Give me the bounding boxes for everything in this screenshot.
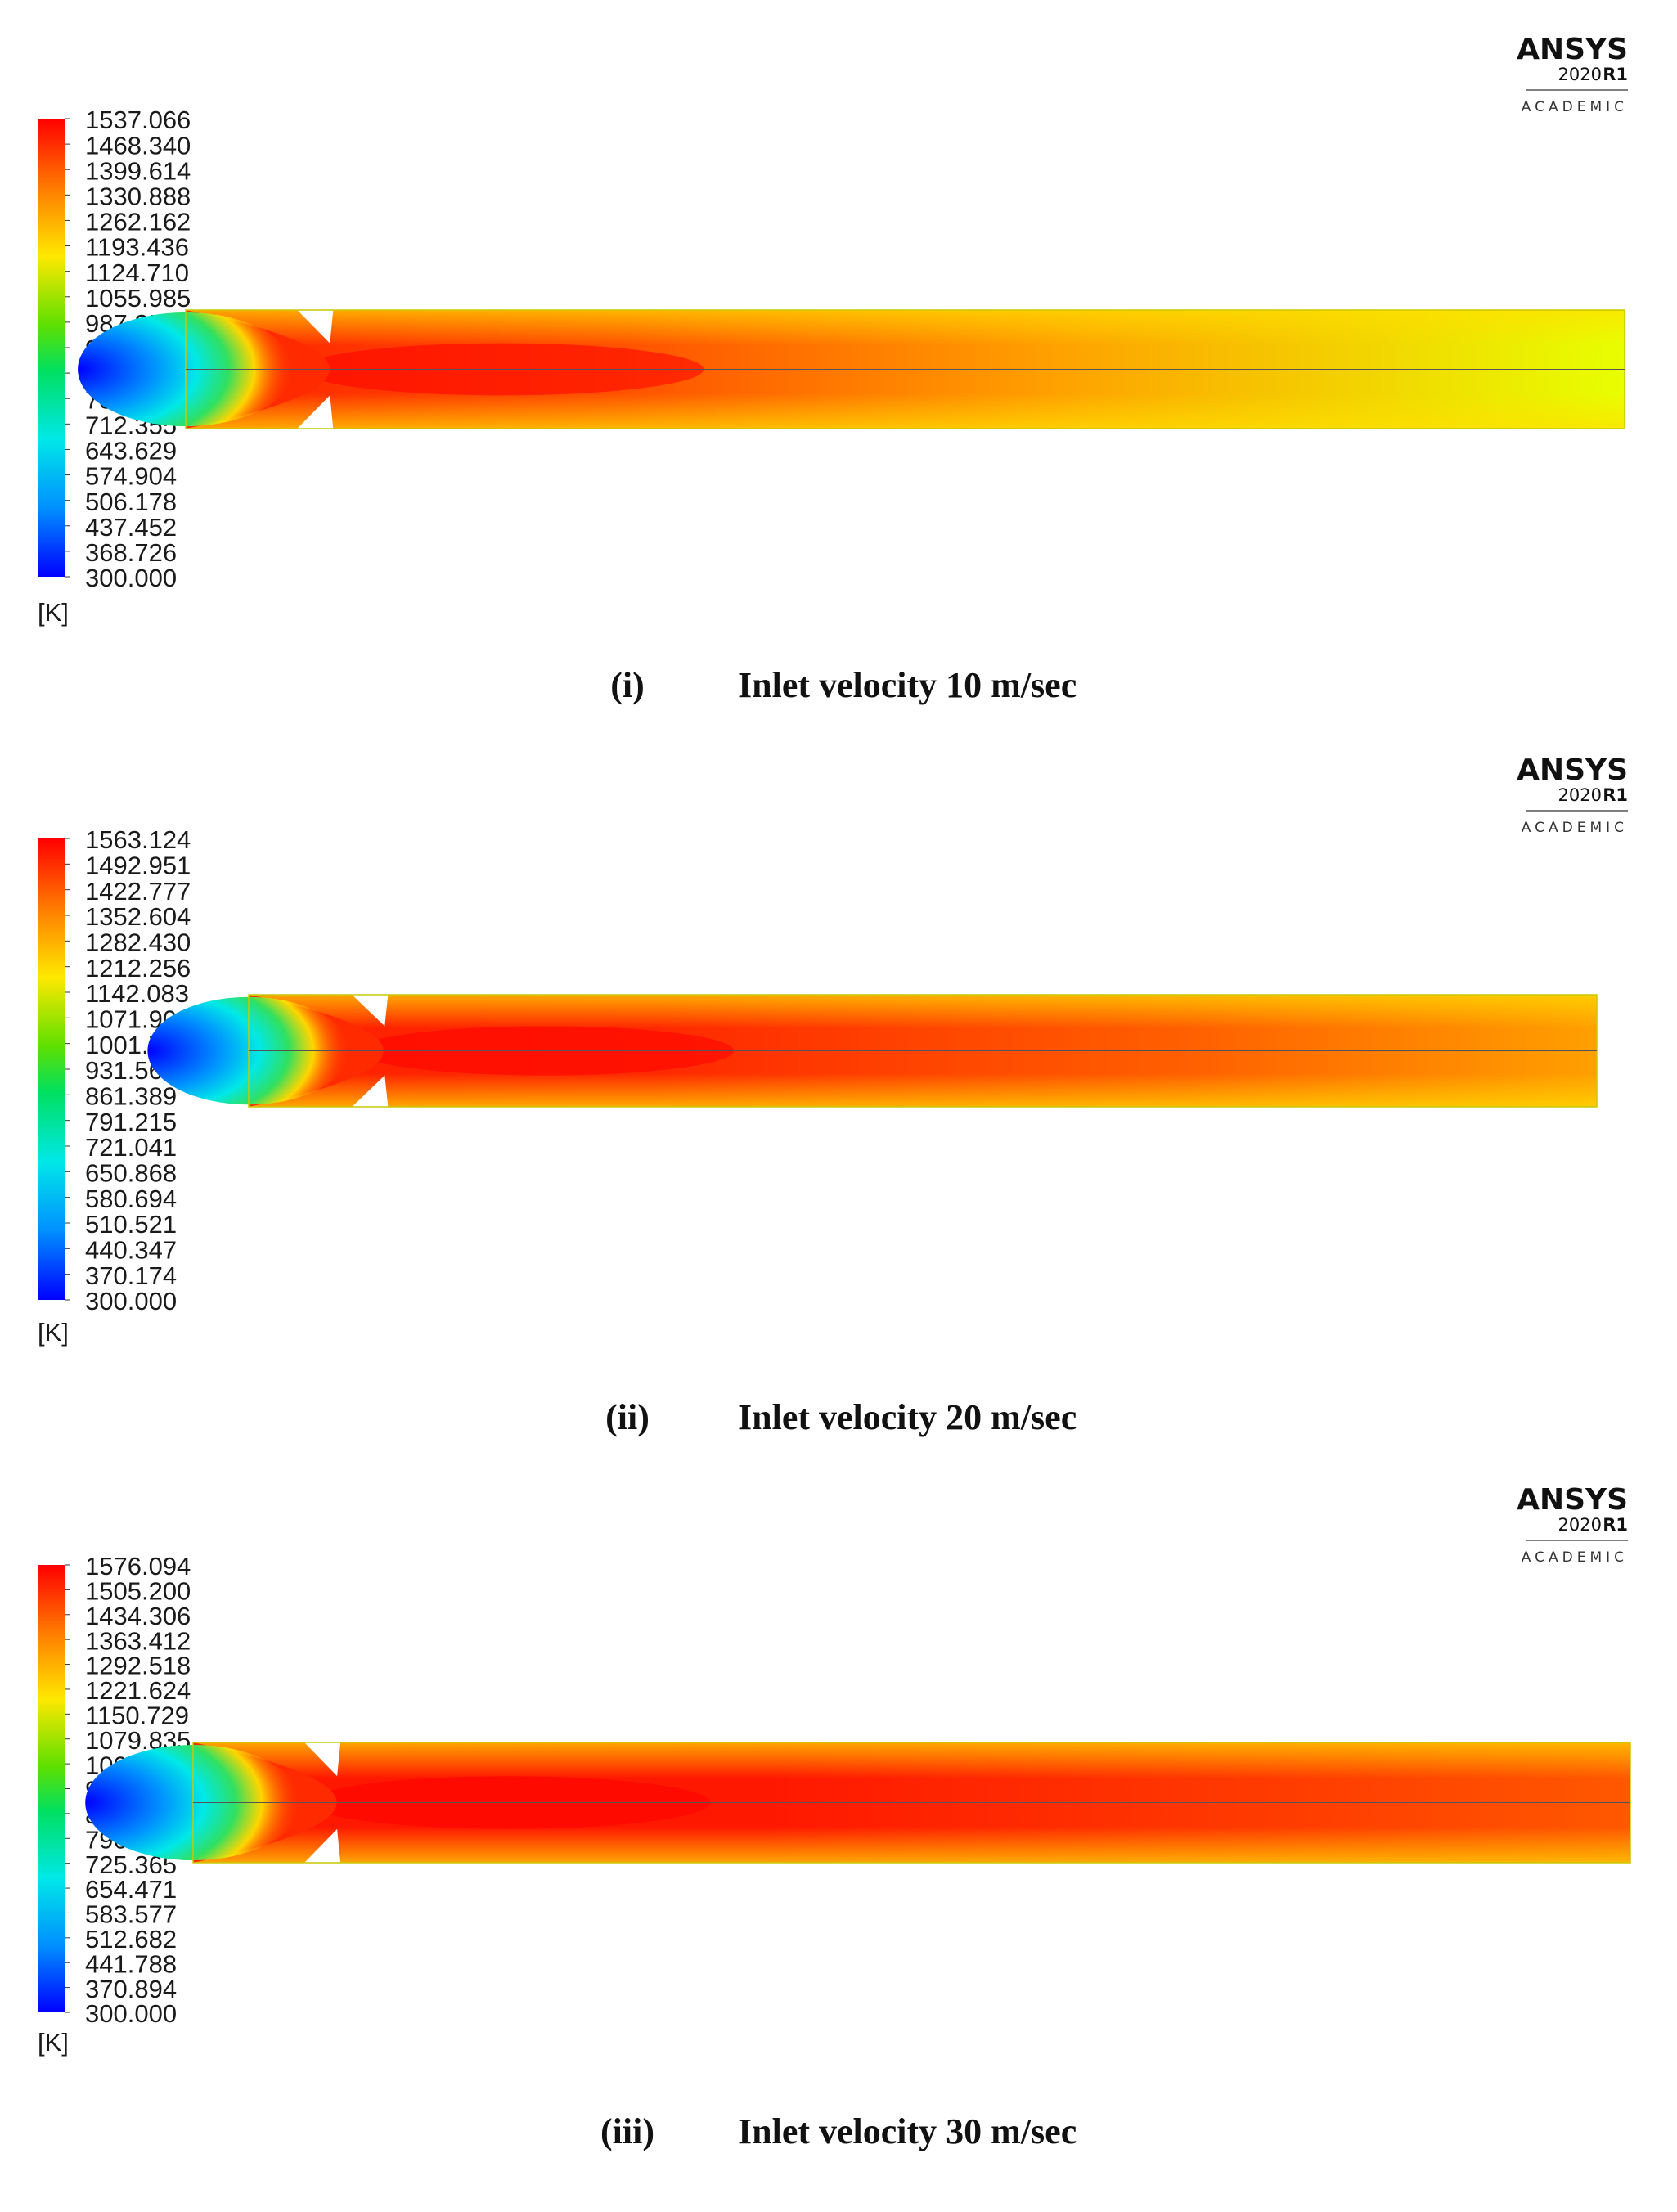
colorbar-label: 1124.710 bbox=[85, 259, 189, 287]
colorbar-label: 580.694 bbox=[85, 1185, 177, 1213]
colorbar-label: 437.452 bbox=[85, 513, 177, 542]
colorbar-label: 721.041 bbox=[85, 1133, 177, 1162]
colorbar-label: 1576.094 bbox=[85, 1552, 191, 1580]
logo-edition: ACADEMIC bbox=[1522, 820, 1628, 836]
colorbar-label: 1262.162 bbox=[85, 208, 191, 236]
colorbar-label: 370.174 bbox=[85, 1261, 177, 1290]
colorbar-label: 510.521 bbox=[85, 1210, 177, 1239]
colorbar-label: 1505.200 bbox=[85, 1577, 191, 1606]
nozzle-top bbox=[352, 995, 389, 1027]
nozzle-bottom bbox=[304, 1828, 341, 1863]
colorbar-label: 1434.306 bbox=[85, 1602, 191, 1630]
logo-year: 2020 bbox=[1558, 785, 1602, 805]
colorbar-label: 1193.436 bbox=[85, 233, 189, 262]
colorbar-label: 654.471 bbox=[85, 1875, 177, 1904]
colorbar bbox=[38, 119, 65, 577]
colorbar-label: 300.000 bbox=[85, 564, 177, 592]
logo-release: R1 bbox=[1603, 65, 1628, 84]
colorbar-label: 583.577 bbox=[85, 1900, 177, 1929]
logo-brand: ANSYS bbox=[1517, 753, 1628, 787]
colorbar-label: 300.000 bbox=[85, 1999, 177, 2028]
colorbar-label: 368.726 bbox=[85, 538, 177, 567]
colorbar-label: 650.868 bbox=[85, 1159, 177, 1188]
logo-year: 2020 bbox=[1558, 1515, 1602, 1535]
colorbar-label: 300.000 bbox=[85, 1287, 177, 1315]
panel: 1576.0941505.2001434.3061363.4121292.518… bbox=[38, 1483, 1631, 2151]
colorbar-label: 1142.083 bbox=[85, 979, 189, 1008]
logo-release: R1 bbox=[1603, 1515, 1628, 1535]
nozzle-bottom bbox=[352, 1075, 389, 1107]
logo-edition: ACADEMIC bbox=[1522, 1549, 1628, 1566]
colorbar-label: 370.894 bbox=[85, 1975, 177, 2003]
caption-text: Inlet velocity 10 m/sec bbox=[738, 665, 1077, 705]
colorbar-label: 574.904 bbox=[85, 462, 177, 491]
colorbar-label: 1212.256 bbox=[85, 954, 191, 982]
colorbar-unit: [K] bbox=[38, 1318, 69, 1347]
colorbar-label: 1422.777 bbox=[85, 877, 191, 906]
caption-label: (ii) bbox=[605, 1397, 650, 1437]
logo-brand: ANSYS bbox=[1517, 33, 1628, 66]
caption-label: (iii) bbox=[600, 2111, 654, 2151]
colorbar-label: 506.178 bbox=[85, 488, 177, 516]
colorbar-unit: [K] bbox=[38, 2028, 69, 2057]
colorbar bbox=[38, 838, 65, 1300]
panel: 1563.1241492.9511422.7771352.6041282.430… bbox=[38, 753, 1628, 1437]
colorbar-label: 1537.066 bbox=[85, 106, 191, 134]
caption-label: (i) bbox=[610, 665, 645, 705]
colorbar-label: 1363.412 bbox=[85, 1626, 191, 1655]
colorbar-label: 1468.340 bbox=[85, 131, 191, 160]
nozzle-bottom bbox=[297, 395, 334, 429]
colorbar-label: 791.215 bbox=[85, 1108, 177, 1136]
colorbar-label: 861.389 bbox=[85, 1082, 177, 1111]
colorbar-label: 1055.985 bbox=[85, 284, 191, 312]
nozzle-top bbox=[297, 310, 334, 344]
panel: 1537.0661468.3401399.6141330.8881262.162… bbox=[38, 33, 1628, 705]
logo-release: R1 bbox=[1603, 785, 1628, 805]
caption-text: Inlet velocity 20 m/sec bbox=[738, 1397, 1077, 1437]
colorbar-label: 1330.888 bbox=[85, 182, 191, 211]
colorbar-label: 1282.430 bbox=[85, 928, 191, 957]
colorbar-label: 1221.624 bbox=[85, 1676, 191, 1705]
colorbar-label: 1492.951 bbox=[85, 852, 191, 880]
caption-text: Inlet velocity 30 m/sec bbox=[738, 2111, 1077, 2151]
nozzle-top bbox=[304, 1742, 341, 1777]
colorbar bbox=[38, 1565, 65, 2012]
colorbar-unit: [K] bbox=[38, 598, 69, 627]
colorbar-label: 1563.124 bbox=[85, 825, 191, 854]
colorbar-label: 440.347 bbox=[85, 1236, 177, 1265]
colorbar-label: 643.629 bbox=[85, 437, 177, 465]
logo-edition: ACADEMIC bbox=[1522, 99, 1628, 115]
colorbar-label: 512.682 bbox=[85, 1925, 177, 1953]
logo-brand: ANSYS bbox=[1517, 1483, 1628, 1517]
logo-year: 2020 bbox=[1558, 65, 1602, 84]
colorbar-label: 1399.614 bbox=[85, 156, 191, 185]
colorbar-label: 1150.729 bbox=[85, 1702, 189, 1730]
colorbar-label: 1352.604 bbox=[85, 902, 191, 931]
colorbar-label: 1292.518 bbox=[85, 1652, 191, 1680]
colorbar-label: 441.788 bbox=[85, 1949, 177, 1978]
